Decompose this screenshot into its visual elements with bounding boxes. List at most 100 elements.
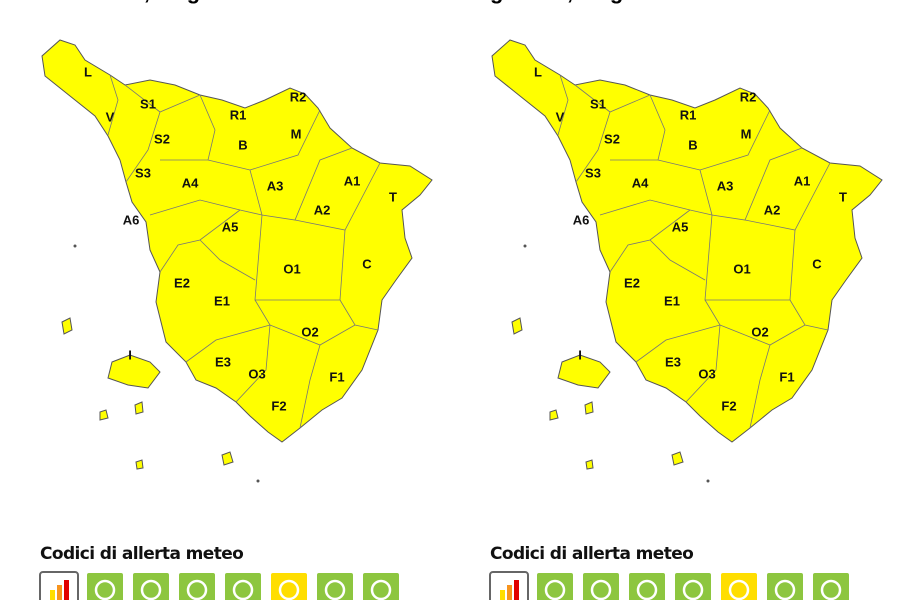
zone-label: F1 (779, 369, 794, 384)
zone-label: O3 (698, 366, 715, 381)
alert-icon (811, 571, 851, 600)
alert-icon (719, 571, 759, 600)
zone-label: V (556, 109, 565, 124)
zone-border (207, 109, 321, 171)
islet (706, 479, 710, 483)
zone-border (199, 239, 256, 281)
alert-icon (131, 571, 171, 600)
island (585, 459, 594, 470)
island (221, 451, 234, 466)
zone-label: O1 (733, 261, 750, 276)
zone-label: A1 (794, 173, 811, 188)
zone-label: A4 (632, 175, 649, 190)
zone-label: S3 (585, 165, 601, 180)
level-bar (514, 580, 519, 600)
island (107, 354, 161, 389)
icon-glyph (544, 579, 566, 600)
zone-label: E1 (664, 293, 680, 308)
zone-border (749, 344, 771, 429)
zone-label: E3 (215, 354, 231, 369)
panel-title: mercoledì, 07 gennaio 2026 (40, 0, 326, 4)
zone-label: F2 (721, 398, 736, 413)
icon-glyph (140, 579, 162, 600)
alert-icon (765, 571, 805, 600)
island (584, 401, 594, 415)
zone-label: C (812, 256, 822, 271)
zone-label: E3 (665, 354, 681, 369)
zone-label: F2 (271, 398, 286, 413)
zone-label: E2 (624, 275, 640, 290)
zone-border (610, 94, 666, 161)
icon-glyph (590, 579, 612, 600)
zone-border (609, 209, 691, 273)
zone-label: I (578, 347, 582, 362)
zone-border (149, 199, 263, 216)
islet (73, 244, 77, 248)
zone-label: E2 (174, 275, 190, 290)
icon-glyph (94, 579, 116, 600)
zone-border (649, 239, 706, 281)
zone-border (160, 94, 216, 161)
icon-glyph (682, 579, 704, 600)
alert-icon (673, 571, 713, 600)
alert-icon (361, 571, 401, 600)
zone-label: L (84, 64, 92, 79)
alert-icon (535, 571, 575, 600)
island (511, 317, 523, 335)
zone-label: A1 (344, 173, 361, 188)
icon-glyph (370, 579, 392, 600)
level-bar (50, 590, 55, 600)
zone-label: O2 (301, 324, 318, 339)
zone-label: A3 (717, 178, 734, 193)
zone-border (159, 209, 241, 273)
zone-label: M (291, 126, 302, 141)
zone-label: S3 (135, 165, 151, 180)
level-bar (500, 590, 505, 600)
level-bar (507, 585, 512, 600)
alert-icon (177, 571, 217, 600)
zone-border (299, 344, 321, 429)
zone-label: V (106, 109, 115, 124)
legend-title: Codici di allerta meteo (40, 544, 243, 564)
zone-label: S1 (140, 96, 156, 111)
zone-border (599, 199, 713, 216)
zone-label: S2 (154, 131, 170, 146)
zone-border (235, 299, 271, 403)
alert-icon (315, 571, 355, 600)
zone-label: T (839, 189, 847, 204)
zone-border (254, 214, 346, 301)
zone-label: A2 (764, 202, 781, 217)
zone-label: R1 (680, 107, 697, 122)
alert-icon (85, 571, 125, 600)
zone-label: A3 (267, 178, 284, 193)
zone-border (575, 111, 611, 183)
icon-glyph (636, 579, 658, 600)
zone-label: R2 (740, 89, 757, 104)
icon-glyph (232, 579, 254, 600)
island (61, 317, 73, 335)
level-bar (64, 580, 69, 600)
icon-glyph (774, 579, 796, 600)
alert-icon (627, 571, 667, 600)
region-outline (41, 39, 433, 443)
region-outline (491, 39, 883, 443)
zone-border (657, 109, 771, 171)
island (671, 451, 684, 466)
zone-label: A6 (123, 212, 140, 227)
zone-label: L (534, 64, 542, 79)
zone-border (125, 111, 161, 183)
zone-label: O1 (283, 261, 300, 276)
icon-glyph (278, 579, 300, 600)
icon-glyph (186, 579, 208, 600)
zone-label: B (688, 137, 697, 152)
island (135, 459, 144, 470)
island (549, 409, 559, 421)
zone-label: C (362, 256, 372, 271)
zone-label: I (128, 347, 132, 362)
alert-icon (223, 571, 263, 600)
zone-label: A5 (672, 219, 689, 234)
alert-icon (581, 571, 621, 600)
zone-border (635, 324, 721, 363)
zone-label: B (238, 137, 247, 152)
